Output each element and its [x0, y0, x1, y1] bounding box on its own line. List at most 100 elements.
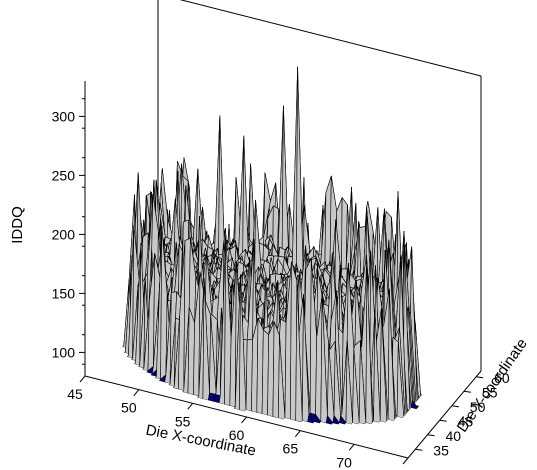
- floor-cell: [205, 401, 213, 405]
- floor-cell: [134, 385, 142, 389]
- floor-cell: [401, 433, 408, 437]
- floor-cell: [392, 428, 400, 431]
- z-tick-label: 200: [52, 226, 76, 242]
- floor-cell: [427, 417, 435, 421]
- floor-cell: [454, 392, 462, 396]
- floor-cell: [289, 426, 297, 430]
- floor-cell: [345, 430, 352, 433]
- floor-cell: [137, 373, 145, 377]
- floor-cell: [346, 428, 354, 432]
- floor-cell: [396, 439, 403, 443]
- floor-cell: [404, 429, 412, 433]
- floor-cell: [419, 411, 426, 415]
- floor-cell: [410, 422, 418, 425]
- floor-cell: [389, 423, 397, 427]
- floor-cell: [147, 385, 155, 388]
- floor-cell: [101, 378, 108, 382]
- floor-cell: [115, 345, 123, 349]
- floor-cell: [364, 438, 371, 442]
- x-tick-mark: [187, 403, 194, 410]
- floor-cell: [422, 368, 430, 372]
- floor-cell: [148, 376, 156, 380]
- floor-cell: [118, 349, 126, 353]
- floor-cell: [337, 431, 345, 435]
- floor-cell: [421, 417, 428, 421]
- floor-cell: [330, 431, 338, 435]
- floor-cell: [444, 374, 451, 378]
- floor-cell: [130, 375, 137, 379]
- floor-cell: [424, 429, 432, 432]
- floor-cell: [113, 341, 120, 344]
- floor-cell: [110, 359, 117, 363]
- floor-cell: [417, 429, 425, 432]
- floor-cell: [424, 406, 431, 409]
- floor-cell: [133, 363, 140, 367]
- floor-cell: [461, 385, 468, 389]
- floor-cell: [341, 427, 348, 431]
- floor-cell: [131, 381, 139, 384]
- floor-cell: [231, 410, 239, 413]
- floor-cell: [397, 438, 404, 441]
- floor-cell: [386, 435, 394, 439]
- floor-cell: [129, 368, 137, 372]
- floor-cell: [385, 436, 392, 440]
- floor-cell: [370, 447, 377, 450]
- floor-cell: [417, 406, 425, 409]
- floor-cell: [401, 425, 409, 428]
- floor-cell: [405, 452, 412, 456]
- floor-cell: [375, 448, 383, 452]
- floor-cell: [417, 367, 424, 371]
- floor-cell: [405, 427, 413, 431]
- floor-cell: [429, 368, 436, 372]
- floor-cell: [434, 417, 441, 421]
- floor-cell: [442, 407, 450, 411]
- floor-cell: [420, 394, 428, 398]
- floor-cell: [235, 412, 243, 416]
- floor-cell: [238, 409, 245, 413]
- floor-cell: [327, 436, 334, 439]
- floor-cell: [377, 422, 385, 426]
- floor-cell: [128, 376, 136, 380]
- floor-cell: [269, 419, 276, 423]
- floor-cell: [435, 361, 443, 365]
- floor-cell: [430, 383, 438, 386]
- floor-cell: [200, 400, 208, 404]
- floor-cell: [413, 426, 421, 430]
- floor-cell: [390, 430, 397, 434]
- floor-cell: [365, 437, 373, 440]
- floor-cell: [296, 426, 303, 430]
- floor-cell: [418, 404, 426, 408]
- floor-cell: [120, 355, 128, 359]
- floor-cell: [358, 429, 366, 433]
- floor-cell: [424, 390, 431, 394]
- floor-cell: [338, 423, 345, 426]
- floor-cell: [422, 400, 430, 404]
- floor-cell: [300, 429, 307, 432]
- floor-cell: [411, 413, 419, 417]
- floor-cell: [139, 372, 146, 376]
- floor-cell: [387, 449, 395, 453]
- floor-cell: [323, 433, 330, 437]
- floor-cell: [429, 391, 437, 395]
- floor-cell: [130, 359, 137, 363]
- floor-cell: [133, 371, 141, 374]
- floor-cell: [378, 436, 386, 440]
- floor-cell: [394, 418, 402, 421]
- floor-cell: [268, 421, 275, 424]
- floor-cell: [418, 381, 426, 385]
- floor-cell: [344, 438, 352, 442]
- floor-cell: [121, 362, 128, 366]
- floor-cell: [386, 451, 394, 454]
- floor-cell: [464, 381, 472, 385]
- floor-cell: [113, 364, 120, 367]
- floor-cell: [427, 401, 435, 405]
- floor-cell: [406, 450, 413, 454]
- floor-cell: [137, 366, 144, 370]
- floor-cell: [422, 384, 430, 388]
- floor-cell: [356, 432, 363, 436]
- floor-cell: [422, 377, 429, 381]
- floor-cell: [167, 385, 175, 388]
- floor-cell: [162, 383, 169, 387]
- floor-cell: [130, 382, 138, 386]
- floor-cell: [438, 404, 446, 408]
